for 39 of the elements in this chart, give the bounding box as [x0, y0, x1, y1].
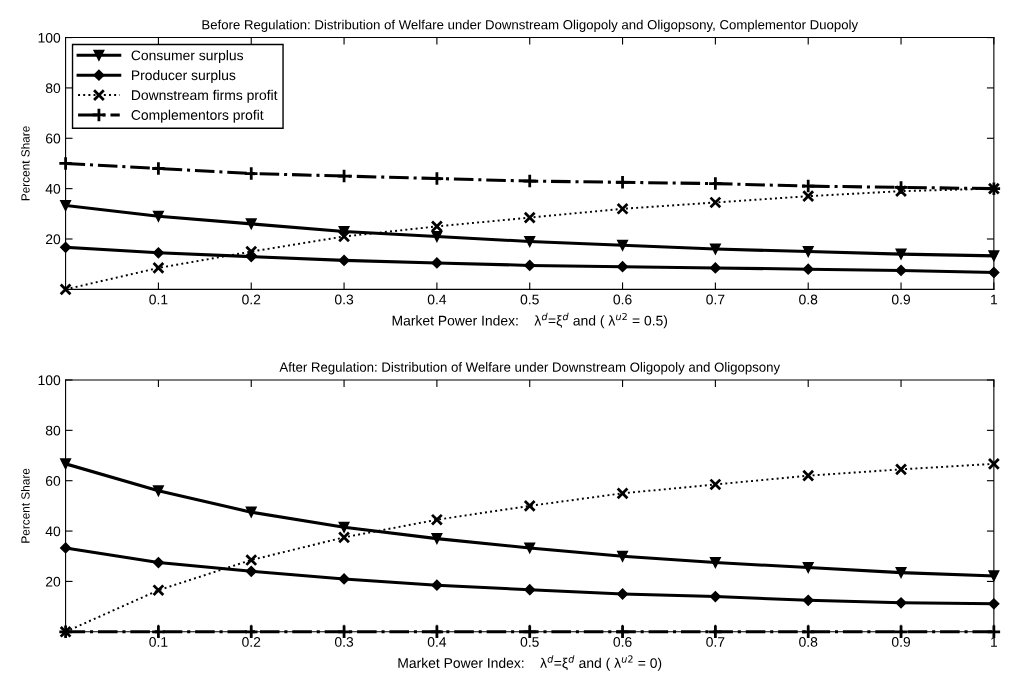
chart-title: After Regulation: Distribution of Welfare under Downstream Oligopoly and Oligopsony	[279, 362, 781, 375]
legend-label: Complementors profit	[131, 109, 264, 123]
x-axis-title: Market Power Index: λ$^{d}$=ξ$^{d}$ and ( λ$^{u2}$ = 0)	[398, 655, 662, 671]
x-tick-label: 0.7	[706, 294, 725, 305]
x-tick-label: 0.5	[520, 637, 539, 647]
x-tick-label: 0.7	[706, 637, 725, 647]
y-tick-label: 20	[45, 234, 61, 245]
x-axis-title: Market Power Index: λ$^{d}$=ξ$^{d}$ and ( λ$^{u2}$ = 0.5)	[392, 312, 668, 329]
x-tick-label: 1	[991, 294, 998, 305]
x-tick-label: 0.2	[242, 637, 261, 647]
x-tick-label: 0.6	[613, 637, 632, 647]
x-tick-label: 0.3	[334, 294, 354, 305]
x-tick-label: 0.4	[427, 294, 447, 305]
y-tick-label: 40	[45, 526, 61, 537]
x-tick-label: 0.5	[520, 294, 539, 305]
y-axis-title: Percent Share	[20, 468, 30, 543]
y-tick-label: 80	[45, 83, 61, 94]
y-tick-label: 40	[45, 183, 61, 194]
y-tick-label: 60	[45, 133, 61, 144]
legend-label: Downstream firms profit	[132, 89, 278, 103]
x-tick-label: 0.6	[613, 294, 632, 305]
legend-label: Consumer surplus	[131, 50, 244, 64]
x-tick-label: 0.9	[891, 294, 911, 305]
x-tick-label: 0.8	[799, 294, 818, 305]
x-tick-label: 0.9	[891, 637, 911, 647]
x-tick-label: 0.2	[242, 294, 261, 305]
x-tick-label: 0.4	[427, 637, 447, 647]
y-tick-label: 80	[45, 425, 61, 436]
x-tick-label: 0.3	[334, 637, 354, 647]
y-tick-label: 100	[38, 375, 61, 386]
x-tick-label: 0.8	[799, 637, 818, 647]
chart-title: Before Regulation: Distribution of Welfare under Downstream Oligopoly and Oligopsony, Complementor Duopoly	[202, 19, 859, 32]
x-tick-label: 0.1	[149, 294, 168, 305]
legend-label: Producer surplus	[132, 69, 236, 83]
y-tick-label: 100	[38, 32, 61, 43]
y-tick-label: 60	[45, 476, 61, 486]
x-tick-label: 0.1	[149, 637, 168, 647]
y-axis-title: Percent Share	[20, 126, 30, 201]
y-tick-label: 20	[45, 576, 61, 587]
